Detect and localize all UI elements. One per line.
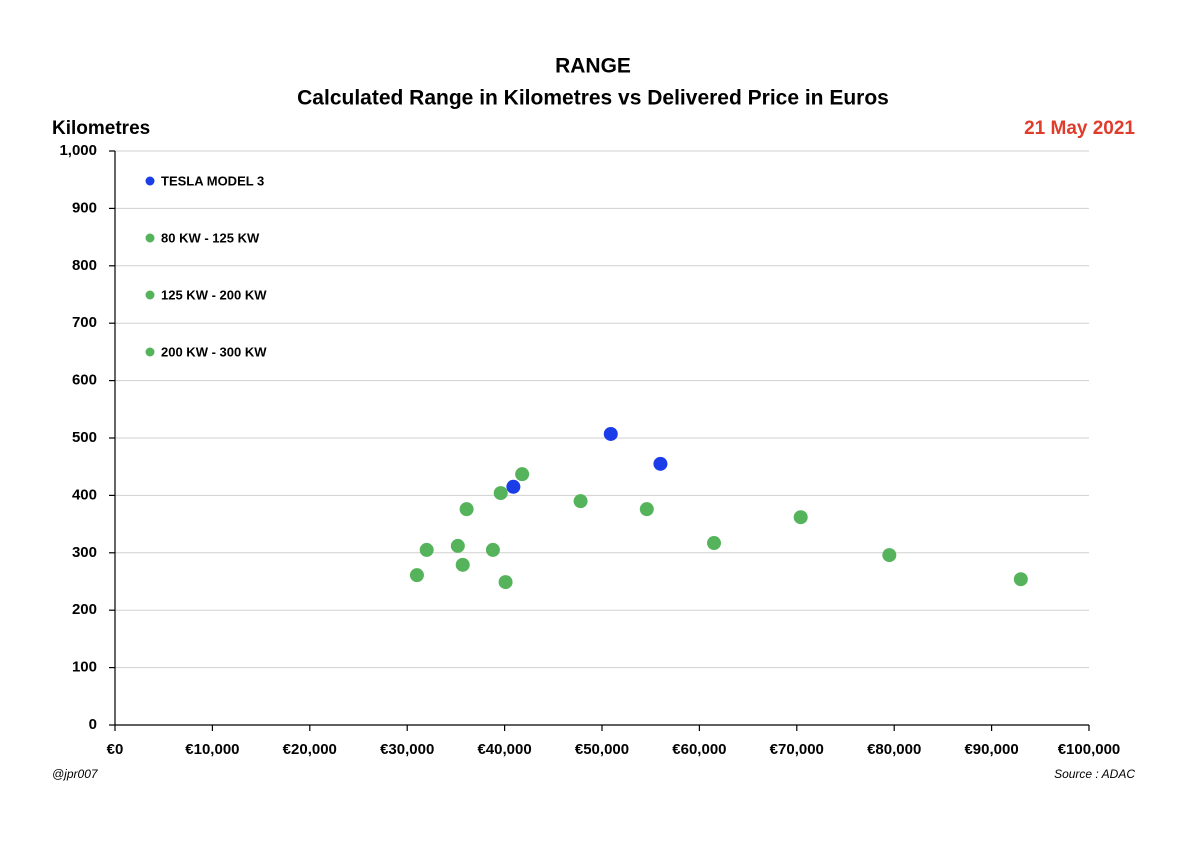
y-axis-label: Kilometres [52,118,150,139]
x-tick-label: €70,000 [770,741,824,758]
y-tick-label: 200 [72,601,97,618]
point [603,426,618,441]
x-tick-label: €90,000 [964,741,1018,758]
chart-subtitle: Calculated Range in Kilometres vs Delive… [297,87,889,110]
point [498,575,513,590]
y-tick-label: 1,000 [59,142,97,159]
x-tick-label: €0 [107,741,124,758]
point [419,542,434,557]
x-tick-label: €30,000 [380,741,434,758]
y-tick-label: 800 [72,257,97,274]
point [485,542,500,557]
chart-title: RANGE [555,55,631,78]
legend-marker [145,176,155,186]
credit: @jpr007 [52,767,99,781]
point [653,456,668,471]
point [793,510,808,525]
point [515,467,530,482]
y-tick-label: 400 [72,486,97,503]
point [573,494,588,509]
point [639,502,654,517]
x-tick-label: €80,000 [867,741,921,758]
x-tick-label: €40,000 [477,741,531,758]
x-tick-label: €60,000 [672,741,726,758]
point [1013,572,1028,587]
legend-label: 125 KW - 200 KW [161,287,267,302]
point [882,548,897,563]
x-tick-label: €50,000 [575,741,629,758]
source: Source : ADAC [1054,767,1135,781]
legend-label: TESLA MODEL 3 [161,173,264,188]
point [707,536,722,551]
point [493,486,508,501]
x-tick-label: €20,000 [283,741,337,758]
legend-marker [145,290,155,300]
y-tick-label: 700 [72,314,97,331]
legend-label: 80 KW - 125 KW [161,230,260,245]
point [409,568,424,583]
y-tick-label: 100 [72,659,97,676]
point [506,479,521,494]
x-tick-label: €10,000 [185,741,239,758]
point [459,502,474,517]
legend-label: 200 KW - 300 KW [161,344,267,359]
legend-marker [145,347,155,357]
legend-marker [145,233,155,243]
y-tick-label: 300 [72,544,97,561]
y-tick-label: 900 [72,199,97,216]
point [455,557,470,572]
x-tick-label: €100,000 [1058,741,1121,758]
y-tick-label: 500 [72,429,97,446]
y-tick-label: 600 [72,372,97,389]
y-tick-label: 0 [89,716,97,733]
date-label: 21 May 2021 [1024,118,1135,139]
point [450,538,465,553]
